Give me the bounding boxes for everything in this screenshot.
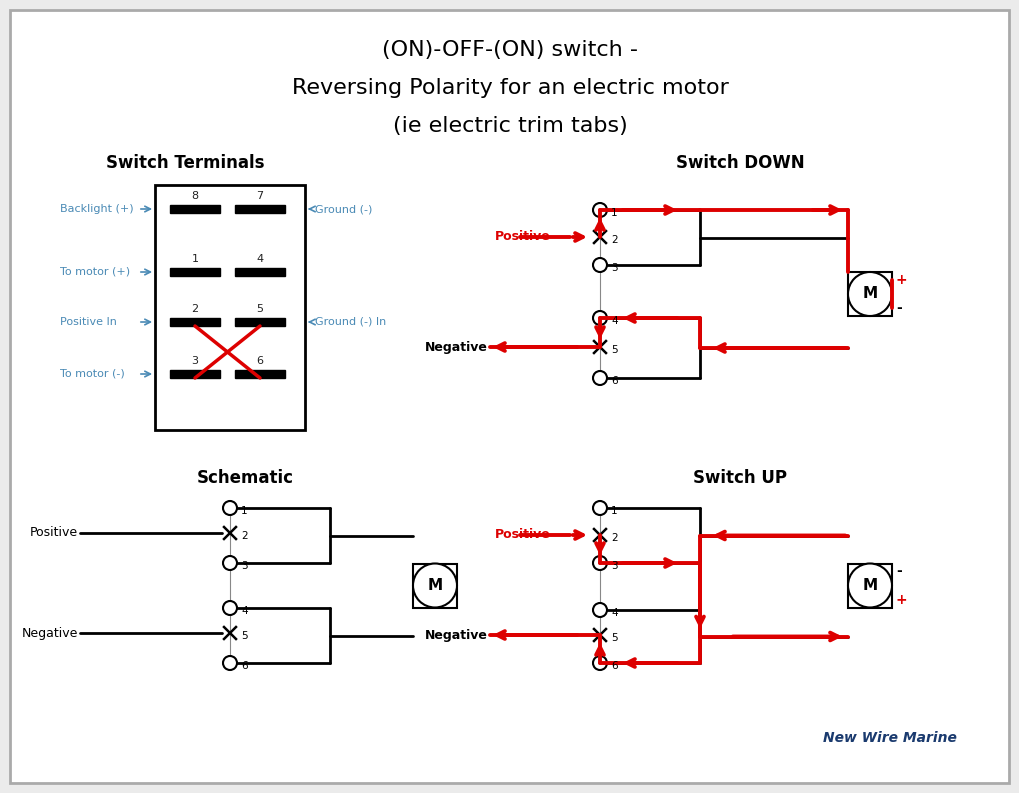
Text: 1: 1 [611, 506, 618, 516]
Text: Switch Terminals: Switch Terminals [106, 154, 264, 172]
Bar [170, 268, 220, 276]
Bar [848, 272, 892, 316]
Text: M: M [862, 578, 877, 593]
Circle shape [413, 564, 457, 607]
Text: Negative: Negative [425, 629, 488, 642]
Circle shape [593, 371, 607, 385]
Text: -: - [896, 565, 902, 579]
Circle shape [593, 311, 607, 325]
Text: 1: 1 [242, 506, 248, 516]
Text: 7: 7 [257, 191, 264, 201]
Text: +: + [896, 592, 908, 607]
Text: 5: 5 [611, 345, 618, 355]
Text: Positive: Positive [495, 528, 550, 542]
Text: (ON)-OFF-(ON) switch -: (ON)-OFF-(ON) switch - [382, 40, 638, 60]
Text: Negative: Negative [425, 340, 488, 354]
Circle shape [848, 564, 892, 607]
Text: 6: 6 [611, 376, 618, 386]
Text: 3: 3 [611, 263, 618, 273]
Text: 3: 3 [192, 356, 199, 366]
Text: Positive: Positive [30, 527, 78, 539]
Text: Switch DOWN: Switch DOWN [676, 154, 804, 172]
Text: 1: 1 [192, 254, 199, 264]
Text: 5: 5 [242, 631, 248, 641]
Bar [235, 205, 285, 213]
Text: Switch UP: Switch UP [693, 469, 787, 487]
Text: 5: 5 [257, 304, 264, 314]
Circle shape [593, 258, 607, 272]
Text: 6: 6 [257, 356, 264, 366]
Circle shape [223, 601, 237, 615]
Circle shape [593, 656, 607, 670]
Text: Schematic: Schematic [197, 469, 293, 487]
Circle shape [593, 203, 607, 217]
Text: 4: 4 [257, 254, 264, 264]
Text: -: - [896, 301, 902, 315]
Text: Positive: Positive [495, 231, 550, 243]
Text: 4: 4 [611, 316, 618, 326]
Circle shape [223, 501, 237, 515]
Circle shape [593, 556, 607, 570]
Text: Negative: Negative [21, 626, 78, 639]
Text: +: + [896, 273, 908, 287]
Bar [413, 564, 457, 607]
Text: 2: 2 [242, 531, 248, 541]
Text: Positive In: Positive In [60, 317, 117, 327]
Bar [170, 318, 220, 326]
Text: 4: 4 [242, 606, 248, 616]
Bar [235, 268, 285, 276]
Text: Ground (-) In: Ground (-) In [315, 317, 386, 327]
Circle shape [223, 656, 237, 670]
Text: 6: 6 [242, 661, 248, 671]
Text: Backlight (+): Backlight (+) [60, 204, 133, 214]
Text: Reversing Polarity for an electric motor: Reversing Polarity for an electric motor [291, 78, 729, 98]
Circle shape [848, 272, 892, 316]
Text: 3: 3 [611, 561, 618, 571]
Bar [235, 370, 285, 378]
Text: 4: 4 [611, 608, 618, 618]
Text: (ie electric trim tabs): (ie electric trim tabs) [392, 116, 628, 136]
Text: 1: 1 [611, 208, 618, 218]
Text: 5: 5 [611, 633, 618, 643]
Bar [170, 370, 220, 378]
Text: 2: 2 [611, 235, 618, 245]
Text: M: M [862, 286, 877, 301]
Bar [235, 318, 285, 326]
Text: 6: 6 [611, 661, 618, 671]
Bar [848, 564, 892, 607]
Text: To motor (-): To motor (-) [60, 369, 124, 379]
Text: 2: 2 [611, 533, 618, 543]
Text: 8: 8 [192, 191, 199, 201]
Text: To motor (+): To motor (+) [60, 267, 130, 277]
Circle shape [593, 603, 607, 617]
Text: M: M [427, 578, 442, 593]
Circle shape [593, 501, 607, 515]
Bar [170, 205, 220, 213]
Text: Ground (-): Ground (-) [315, 204, 372, 214]
Bar [155, 185, 305, 430]
Circle shape [223, 556, 237, 570]
Text: New Wire Marine: New Wire Marine [823, 731, 957, 745]
Text: 3: 3 [242, 561, 248, 571]
Text: 2: 2 [192, 304, 199, 314]
